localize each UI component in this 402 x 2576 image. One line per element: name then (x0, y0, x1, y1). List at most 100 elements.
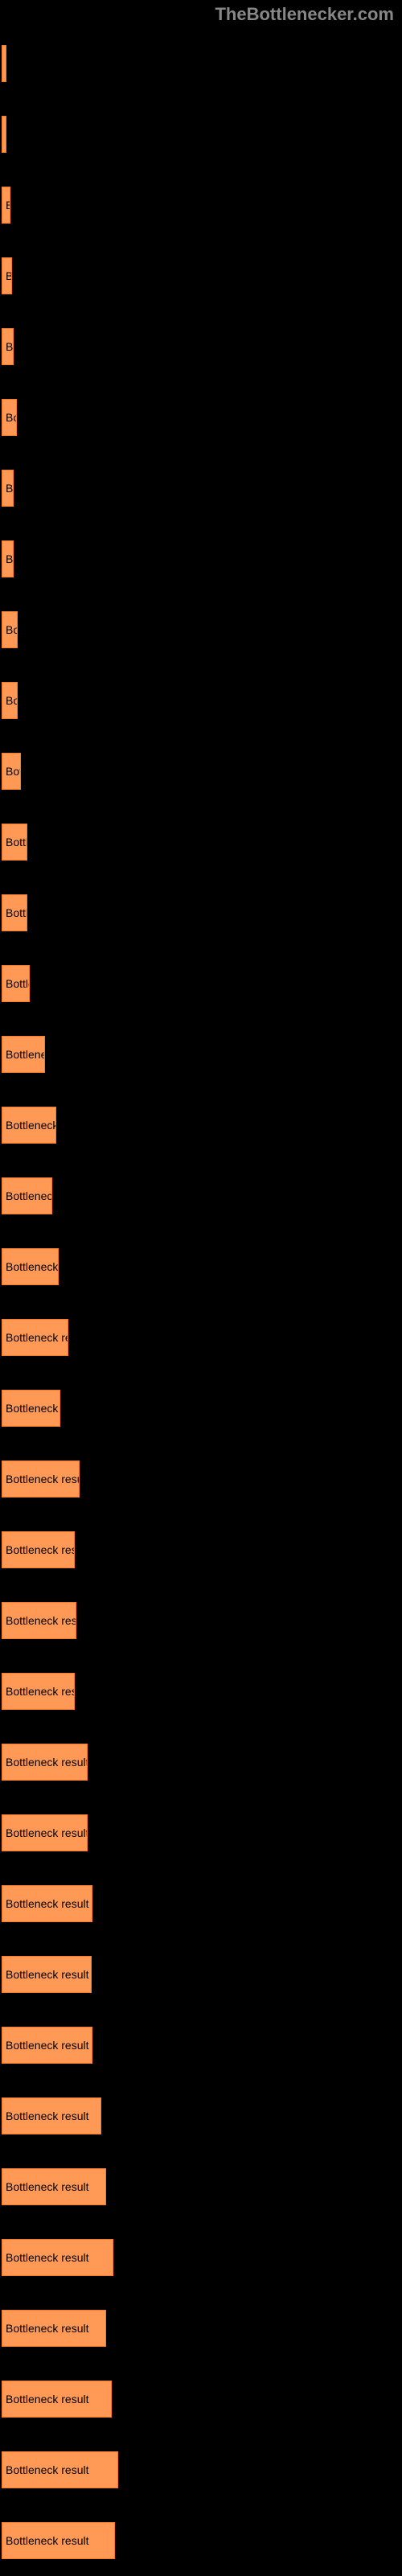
bar-label: Bottleneck result (6, 2534, 89, 2547)
bar-row: Bottleneck result (2, 170, 402, 240)
bar-label: Bottleneck result (6, 340, 14, 353)
bar: Bottleneck result (2, 1390, 60, 1427)
bar-label: Bottleneck result (6, 2039, 89, 2052)
bar: Bottleneck result (2, 1531, 75, 1568)
bar: Bottleneck result (2, 1248, 59, 1285)
bar-row: Bottleneck result (2, 1868, 402, 1939)
bar-row: Bottleneck result (2, 1585, 402, 1656)
bar-label: Bottleneck result (6, 836, 27, 848)
bar: Bottleneck result (2, 116, 6, 153)
bar-label: Bottleneck result (6, 2393, 89, 2405)
bar-row: Bottleneck result (2, 240, 402, 311)
bar: Bottleneck result (2, 257, 12, 294)
bar-label: Bottleneck result (6, 1826, 88, 1839)
bar: Bottleneck result (2, 540, 14, 577)
bar: Bottleneck result (2, 753, 21, 790)
bar: Bottleneck result (2, 611, 18, 648)
bar: Bottleneck result (2, 1814, 88, 1851)
bar-row: Bottleneck result (2, 311, 402, 382)
bar-label: Bottleneck result (6, 1331, 68, 1344)
bar-label: Bottleneck result (6, 1897, 89, 1910)
bar-label: Bottleneck result (6, 1260, 59, 1273)
bar-label: Bottleneck result (6, 1543, 75, 1556)
bar-row: Bottleneck result (2, 2364, 402, 2434)
bar: Bottleneck result (2, 1673, 75, 1710)
watermark-text: TheBottlenecker.com (215, 4, 394, 25)
bar: Bottleneck result (2, 2168, 106, 2205)
bar-label: Bottleneck result (6, 694, 18, 707)
bar-row: Bottleneck result (2, 1514, 402, 1585)
bar: Bottleneck result (2, 682, 18, 719)
bar: Bottleneck result (2, 1177, 52, 1214)
bar-label: Bottleneck result (6, 1189, 52, 1202)
bar-row: Bottleneck result (2, 28, 402, 99)
bar: Bottleneck result (2, 965, 30, 1002)
bar-label: Bottleneck result (6, 2180, 89, 2193)
bar-row: Bottleneck result (2, 2010, 402, 2081)
bar: Bottleneck result (2, 1885, 92, 1922)
bar-row: Bottleneck result (2, 1939, 402, 2010)
bar-row: Bottleneck result (2, 877, 402, 948)
bar-row: Bottleneck result (2, 807, 402, 877)
bar-row: Bottleneck result (2, 1161, 402, 1231)
bar: Bottleneck result (2, 45, 6, 82)
bar-label: Bottleneck result (6, 482, 14, 495)
bar: Bottleneck result (2, 1107, 56, 1144)
bar-row: Bottleneck result (2, 99, 402, 170)
bar-label: Bottleneck result (6, 199, 10, 212)
bar-row: Bottleneck result (2, 382, 402, 453)
bar: Bottleneck result (2, 2239, 113, 2276)
bar: Bottleneck result (2, 2027, 92, 2064)
bar: Bottleneck result (2, 1956, 92, 1993)
bar-row: Bottleneck result (2, 1231, 402, 1302)
bar-label: Bottleneck result (6, 765, 21, 778)
bar-row: Bottleneck result (2, 1444, 402, 1514)
bar-row: Bottleneck result (2, 736, 402, 807)
bar-label: Bottleneck result (6, 1473, 80, 1485)
bar-row: Bottleneck result (2, 2081, 402, 2151)
bar-row: Bottleneck result (2, 2434, 402, 2505)
bar: Bottleneck result (2, 328, 14, 365)
bar: Bottleneck result (2, 470, 14, 507)
bar: Bottleneck result (2, 1036, 45, 1073)
bar-label: Bottleneck result (6, 2463, 89, 2476)
bar-row: Bottleneck result (2, 2222, 402, 2293)
bar-label: Bottleneck result (6, 1756, 88, 1769)
bar: Bottleneck result (2, 2451, 118, 2488)
bar-label: Bottleneck result (6, 1402, 60, 1415)
bar: Bottleneck result (2, 2097, 101, 2134)
bar-label: Bottleneck result (6, 977, 30, 990)
bar-row: Bottleneck result (2, 2505, 402, 2576)
bar-label: Bottleneck result (6, 2251, 89, 2264)
bar-row: Bottleneck result (2, 948, 402, 1019)
bar-label: Bottleneck result (6, 1119, 56, 1132)
bar: Bottleneck result (2, 2381, 112, 2418)
bar: Bottleneck result (2, 1319, 68, 1356)
bar-row: Bottleneck result (2, 665, 402, 736)
bar-row: Bottleneck result (2, 2151, 402, 2222)
bar-label: Bottleneck result (6, 2110, 89, 2122)
bar-label: Bottleneck result (6, 1968, 89, 1981)
bar-row: Bottleneck result (2, 453, 402, 524)
bar-label: Bottleneck result (6, 1685, 75, 1698)
bar-row: Bottleneck result (2, 1656, 402, 1727)
bar-label: Bottleneck result (6, 1614, 76, 1627)
bar: Bottleneck result (2, 187, 10, 224)
bar-row: Bottleneck result (2, 1090, 402, 1161)
bar-row: Bottleneck result (2, 1019, 402, 1090)
bar-row: Bottleneck result (2, 1373, 402, 1444)
bar-label: Bottleneck result (6, 2322, 89, 2335)
bar-label: Bottleneck result (6, 1048, 45, 1061)
bar-row: Bottleneck result (2, 1302, 402, 1373)
bar: Bottleneck result (2, 824, 27, 861)
bar-row: Bottleneck result (2, 594, 402, 665)
bar-row: Bottleneck result (2, 2293, 402, 2364)
bar-label: Bottleneck result (6, 553, 14, 565)
bar-label: Bottleneck result (6, 269, 12, 282)
bar: Bottleneck result (2, 894, 27, 931)
bar-row: Bottleneck result (2, 1797, 402, 1868)
bar-row: Bottleneck result (2, 524, 402, 594)
bar: Bottleneck result (2, 1461, 80, 1498)
bar: Bottleneck result (2, 2310, 106, 2347)
bar: Bottleneck result (2, 1602, 76, 1639)
